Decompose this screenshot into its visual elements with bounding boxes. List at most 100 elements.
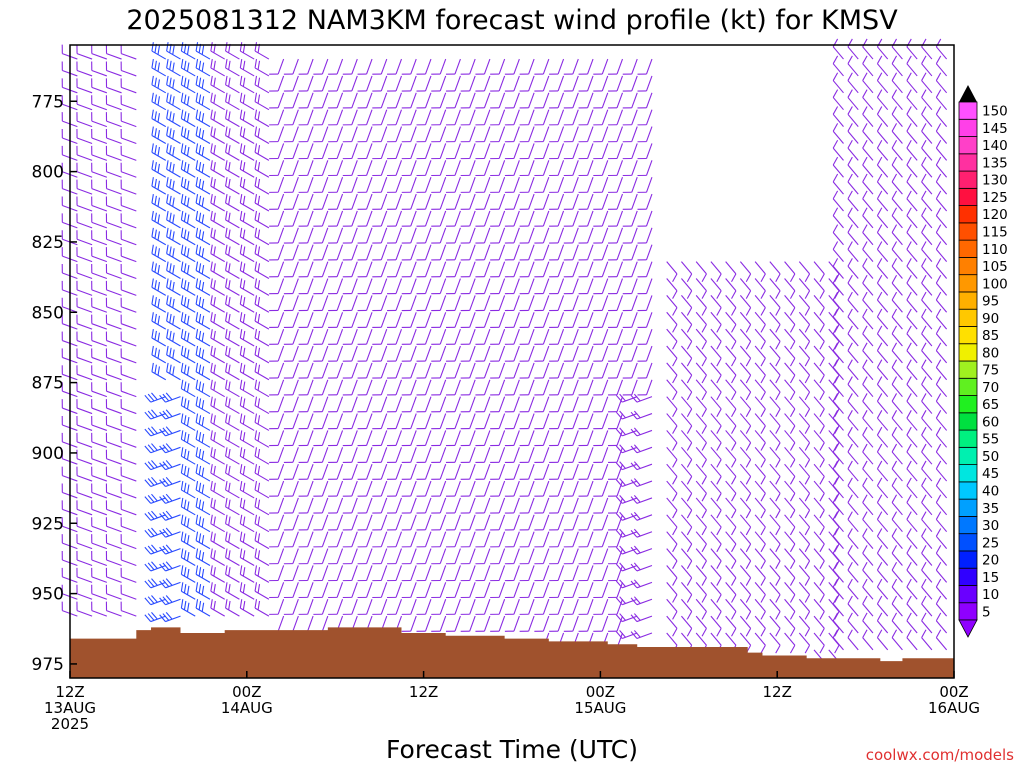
wind-barb — [225, 582, 240, 600]
wind-barb — [630, 444, 653, 454]
wind-barb — [76, 95, 93, 111]
wind-barb — [210, 244, 225, 263]
wind-barb — [254, 194, 270, 212]
wind-barb — [144, 493, 166, 504]
colorbar-label: 70 — [982, 380, 999, 396]
wind-barb — [372, 497, 388, 514]
wind-barb — [891, 359, 903, 381]
wind-barb — [166, 143, 181, 161]
wind-barb — [504, 379, 520, 396]
wind-barb — [593, 244, 609, 261]
wind-barb — [76, 399, 93, 415]
wind-barb — [105, 415, 122, 431]
wind-barb — [847, 460, 859, 482]
wind-barb — [239, 565, 255, 583]
wind-barb — [372, 328, 388, 345]
wind-barb — [891, 241, 903, 262]
wind-barb — [608, 92, 624, 109]
wind-barb — [91, 264, 108, 280]
wind-barb — [460, 582, 476, 599]
wind-barb — [91, 247, 108, 263]
wind-barb — [91, 348, 108, 364]
wind-barb — [578, 565, 594, 582]
wind-barb — [862, 224, 874, 246]
wind-barb — [813, 632, 825, 654]
wind-barb — [695, 480, 707, 502]
wind-barb — [91, 162, 108, 178]
wind-barb — [372, 582, 388, 599]
wind-barb — [798, 278, 811, 299]
wind-barb — [357, 497, 373, 514]
wind-barb — [862, 291, 874, 313]
wind-barb — [225, 194, 240, 212]
wind-barb — [534, 177, 550, 193]
wind-barb — [401, 295, 417, 312]
wind-barb — [283, 92, 299, 109]
wind-barb — [490, 430, 506, 447]
wind-barb — [906, 561, 918, 583]
wind-barb — [578, 261, 594, 278]
wind-barb — [445, 92, 461, 109]
wind-barb — [906, 393, 918, 414]
wind-barb — [921, 325, 933, 347]
wind-barb — [210, 480, 225, 499]
wind-barb — [563, 143, 579, 160]
wind-barb — [357, 362, 373, 379]
wind-barb — [847, 139, 859, 161]
wind-barb — [695, 598, 707, 620]
wind-barb — [120, 365, 137, 381]
wind-barb — [769, 548, 781, 569]
wind-barb — [891, 561, 903, 583]
wind-barb — [105, 61, 122, 77]
wind-barb — [847, 89, 859, 111]
wind-barb — [210, 143, 225, 161]
wind-barb — [431, 379, 447, 396]
wind-barb — [710, 379, 722, 401]
wind-barb — [151, 210, 167, 229]
wind-barb — [935, 561, 948, 583]
wind-barb — [328, 396, 344, 413]
wind-barb — [519, 261, 535, 278]
wind-barb — [563, 244, 579, 261]
wind-barb — [921, 308, 933, 330]
wind-barb — [269, 379, 285, 396]
wind-barb — [239, 514, 255, 533]
wind-barb — [563, 75, 579, 92]
wind-barb — [847, 477, 859, 499]
wind-barb — [710, 295, 722, 316]
wind-barb — [151, 329, 167, 347]
wind-barb — [754, 379, 766, 401]
wind-barb — [166, 345, 181, 364]
colorbar-label: 105 — [982, 259, 1008, 275]
wind-barb — [342, 413, 358, 430]
wind-barb — [519, 463, 535, 480]
wind-barb — [76, 483, 93, 499]
wind-barb — [549, 244, 565, 261]
wind-barb — [180, 244, 196, 263]
wind-barb — [91, 500, 108, 516]
wind-barb — [460, 447, 476, 464]
wind-barb — [283, 227, 299, 244]
wind-barb — [832, 275, 844, 296]
wind-barb — [622, 75, 638, 92]
wind-barb — [180, 430, 196, 448]
wind-barb — [813, 430, 825, 451]
wind-barb — [328, 261, 344, 278]
wind-barb — [725, 278, 737, 299]
wind-barb — [151, 75, 167, 94]
wind-barb — [563, 514, 579, 531]
wind-barb — [431, 75, 447, 92]
wind-barb — [239, 312, 255, 330]
wind-barb — [372, 278, 388, 295]
wind-barb — [519, 599, 535, 615]
wind-barb — [105, 44, 122, 60]
wind-barb — [504, 514, 520, 531]
wind-barb — [504, 548, 520, 565]
wind-barb — [681, 615, 693, 637]
wind-barb — [615, 613, 638, 623]
wind-barb — [622, 345, 638, 362]
wind-barb — [534, 362, 550, 379]
wind-barb — [269, 177, 285, 193]
wind-barb — [906, 291, 918, 313]
wind-barb — [754, 362, 766, 384]
